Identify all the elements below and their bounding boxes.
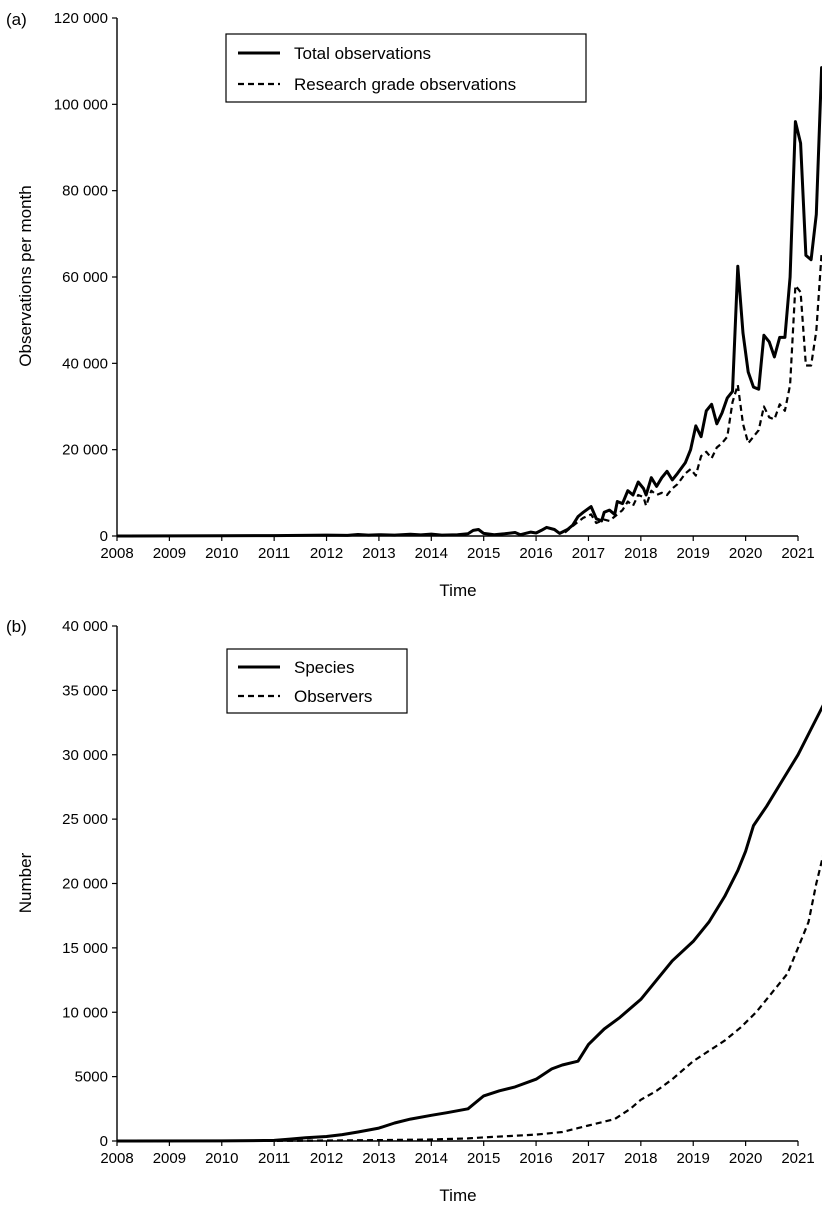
panel-a-x-tick-label: 2015 [467, 545, 500, 562]
panel-b-series-solid-line [116, 704, 822, 1143]
panel-b: (b) Number Time 0 5000 10 000 15 000 20 000 2… [6, 617, 822, 1205]
panel-a-x-tick-label: 2010 [205, 545, 238, 562]
panel-b-x-tick-label: 2012 [310, 1150, 343, 1167]
panel-b-x-tick-label: 2008 [100, 1150, 133, 1167]
panel-a-y-tick-label: 40 000 [62, 355, 108, 372]
panel-a-x-tick-label: 2008 [100, 545, 133, 562]
panel-a-y-tick-label: 0 [100, 528, 108, 545]
panel-a-series-dashed-line [564, 252, 822, 534]
panel-b-x-tick-label: 2009 [153, 1150, 186, 1167]
panel-b-x-tick-label: 2016 [519, 1150, 552, 1167]
panel-b-y-tick-label: 30 000 [62, 747, 108, 764]
panel-b-legend-label-observers: Observers [294, 687, 372, 706]
panel-b-x-axis-title: Time [439, 1186, 476, 1205]
panel-b-y-tick-label: 0 [100, 1133, 108, 1150]
panel-b-y-tick-label: 20 000 [62, 876, 108, 893]
panel-a-y-tick-label: 80 000 [62, 183, 108, 200]
panel-b-x-tick-label: 2017 [572, 1150, 605, 1167]
panel-b-x-tick-label: 2019 [677, 1150, 710, 1167]
panel-a-y-tick-label: 100 000 [54, 96, 108, 113]
panel-b-x-tick-label: 2013 [362, 1150, 395, 1167]
panel-a-x-tick-label: 2011 [258, 545, 290, 562]
panel-b-y-axis-title: Number [16, 852, 35, 913]
panel-a-label: (a) [6, 10, 27, 29]
panel-b-y-tick-label: 25 000 [62, 811, 108, 828]
panel-b-label: (b) [6, 617, 27, 636]
panel-b-x-tick-label: 2010 [205, 1150, 238, 1167]
panel-a-x-tick-label: 2009 [153, 545, 186, 562]
panel-a-x-tick-label: 2017 [572, 545, 605, 562]
panel-a-y-axis-title: Observations per month [16, 185, 35, 366]
panel-a-x-tick-label: 2014 [415, 545, 448, 562]
panel-b-y-tick-label: 40 000 [62, 618, 108, 635]
panel-a-series-solid-line [116, 66, 822, 538]
panel-b-x-tick-label: 2020 [729, 1150, 762, 1167]
panel-a-x-tick-label: 2016 [519, 545, 552, 562]
panel-b-x-tick-label: 2021 [781, 1150, 814, 1167]
panel-b-legend-label-species: Species [294, 658, 354, 677]
panel-b-plot-area: 0 5000 10 000 15 000 20 000 25 000 30 000 35 00… [62, 618, 822, 1167]
panel-b-x-tick-label: 2014 [415, 1150, 448, 1167]
panel-b-y-tick-label: 15 000 [62, 940, 108, 957]
panel-a-y-tick-label: 120 000 [54, 10, 108, 27]
panel-a-x-tick-label: 2012 [310, 545, 343, 562]
panel-a-legend-label-total: Total observations [294, 44, 431, 63]
panel-b-x-tick-label: 2011 [258, 1150, 290, 1167]
panel-a-plot-area: 0 20 000 40 000 60 000 80 000 100 000 120 000 2… [54, 10, 822, 562]
panel-a-x-tick-label: 2013 [362, 545, 395, 562]
panel-b-legend: Species Observers [226, 648, 408, 714]
panel-b-y-tick-label: 10 000 [62, 1004, 108, 1021]
panel-a-y-tick-label: 20 000 [62, 442, 108, 459]
panel-b-x-tick-label: 2015 [467, 1150, 500, 1167]
panel-a-x-tick-label: 2019 [677, 545, 710, 562]
panel-a-legend: Total observations Research grade observ… [225, 33, 587, 103]
panel-b-y-tick-label: 5000 [75, 1069, 108, 1086]
panel-a-legend-label-research: Research grade observations [294, 75, 516, 94]
panel-a-x-axis-title: Time [439, 581, 476, 600]
panel-a-y-tick-label: 60 000 [62, 269, 108, 286]
panel-b-series-dashed-line [116, 855, 822, 1143]
panel-a-x-tick-label: 2018 [624, 545, 657, 562]
panel-b-y-tick-label: 35 000 [62, 682, 108, 699]
panel-b-x-tick-label: 2018 [624, 1150, 657, 1167]
panel-a-x-tick-label: 2020 [729, 545, 762, 562]
panel-a-x-tick-label: 2021 [781, 545, 814, 562]
panel-a: (a) Observations per month Time 0 20 000 4… [6, 10, 822, 600]
panel-a-legend-box [225, 33, 587, 103]
panel-b-legend-box [226, 648, 408, 714]
